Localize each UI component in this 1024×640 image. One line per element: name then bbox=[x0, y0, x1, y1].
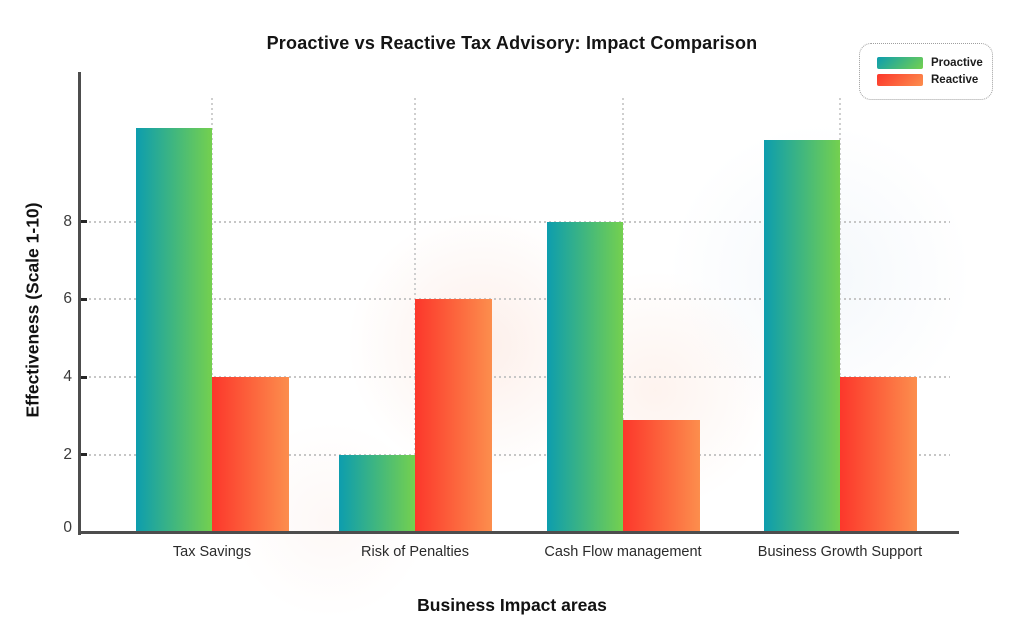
x-axis-title: Business Impact areas bbox=[417, 595, 607, 615]
x-category-label-tax-savings: Tax Savings bbox=[172, 544, 252, 560]
proactive-swatch-icon bbox=[877, 57, 923, 69]
bar-reactive-tax-savings bbox=[212, 377, 289, 533]
x-category-label-risk-of-penalties: Risk of Penalties bbox=[361, 544, 469, 560]
legend: Proactive Reactive bbox=[859, 43, 993, 100]
bar-reactive-cash-flow-management bbox=[623, 419, 700, 533]
x-axis-line bbox=[78, 531, 959, 534]
reactive-swatch-icon bbox=[877, 74, 923, 86]
gridline-y-6 bbox=[84, 298, 950, 301]
y-tick-mark-8 bbox=[80, 220, 87, 223]
bar-proactive-risk-of-penalties bbox=[338, 454, 415, 533]
legend-item-proactive: Proactive bbox=[877, 57, 992, 69]
chart-title: Proactive vs Reactive Tax Advisory: Impa… bbox=[266, 33, 758, 53]
x-category-label-business-growth-support: Business Growth Support bbox=[757, 544, 923, 560]
y-tick-label-8: 8 bbox=[63, 212, 72, 230]
y-tick-mark-6 bbox=[80, 297, 87, 301]
y-tick-label-0: 0 bbox=[63, 518, 72, 536]
bar-proactive-cash-flow-management bbox=[546, 221, 623, 533]
gridline-x-tax-savings bbox=[211, 98, 213, 533]
y-tick-mark-4 bbox=[80, 375, 87, 379]
bar-proactive-tax-savings bbox=[135, 128, 212, 533]
legend-label-reactive: Reactive bbox=[931, 74, 979, 86]
y-tick-label-4: 4 bbox=[63, 368, 72, 385]
x-category-label-cash-flow-management: Cash Flow management bbox=[544, 544, 702, 560]
y-tick-label-6: 6 bbox=[63, 290, 72, 308]
bar-reactive-business-growth-support bbox=[840, 377, 917, 533]
y-axis-line bbox=[78, 72, 81, 535]
gridline-x-cash-flow-management bbox=[622, 98, 624, 533]
legend-item-reactive: Reactive bbox=[877, 74, 992, 86]
gridline-y-2 bbox=[84, 453, 950, 456]
gridline-y-8 bbox=[84, 220, 950, 223]
gridline-y-4 bbox=[84, 376, 950, 378]
legend-label-proactive: Proactive bbox=[931, 57, 983, 69]
y-axis-title: Effectiveness (Scale 1-10) bbox=[22, 202, 43, 418]
gridline-x-business-growth-support bbox=[839, 98, 841, 533]
y-tick-label-2: 2 bbox=[63, 445, 72, 463]
bar-proactive-business-growth-support bbox=[763, 139, 840, 533]
bar-reactive-risk-of-penalties bbox=[415, 299, 492, 533]
y-tick-mark-2 bbox=[80, 453, 87, 457]
